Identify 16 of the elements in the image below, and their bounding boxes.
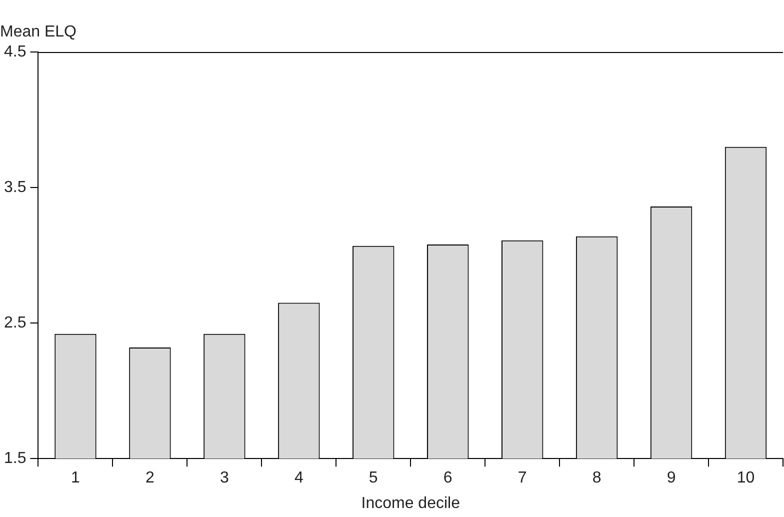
x-tick-label: 7 (518, 470, 527, 487)
x-tick-label: 3 (220, 470, 229, 487)
y-tick-label: 2.5 (4, 314, 26, 332)
x-tick-label: 1 (71, 470, 80, 487)
x-tick-label: 8 (592, 470, 602, 487)
x-tick-label: 2 (146, 470, 155, 487)
x-tick-label: 5 (368, 470, 378, 487)
x-tick-label: 6 (443, 470, 452, 487)
y-tick-label: 4.5 (4, 43, 26, 60)
y-tick-label: 3.5 (4, 178, 26, 196)
x-tick-label: 4 (294, 470, 304, 487)
x-axis-title: Income decile (361, 494, 460, 512)
x-tick-label: 9 (666, 470, 676, 487)
y-tick-label: 1.5 (4, 450, 26, 468)
y-axis-title: Mean ELQ (0, 23, 76, 40)
x-tick-label: 10 (736, 470, 755, 487)
